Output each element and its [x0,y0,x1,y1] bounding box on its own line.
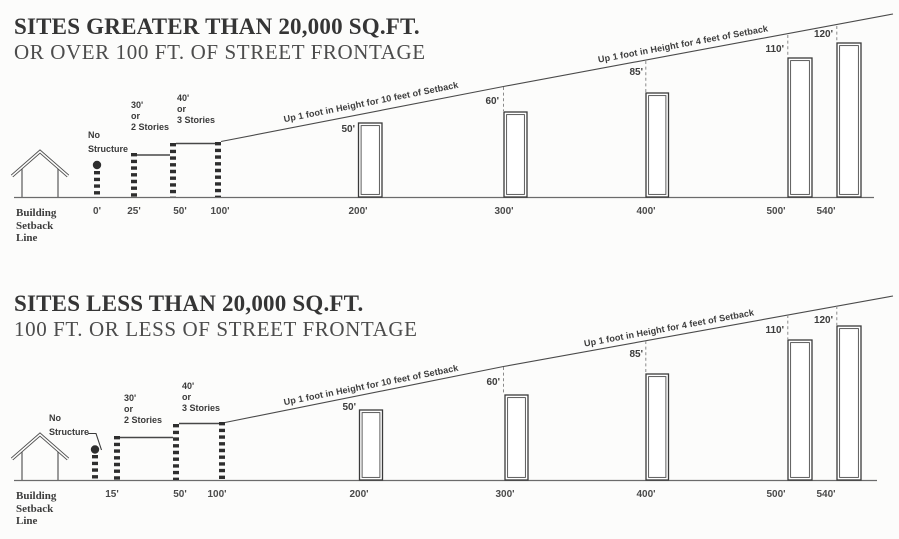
diagram-title: SITES LESS THAN 20,000 SQ.FT. [14,291,364,316]
no-structure-line1: No [49,413,61,423]
building-setback-line-label: Building Setback Line [16,207,57,244]
diagram-bottom-shapes [10,295,894,482]
bar-height-label: 50' [342,402,356,413]
setback-tick: 15' [105,489,119,500]
height-limit-bar [645,92,670,198]
setback-tick: 50' [173,489,187,500]
no-structure-pointer-line [88,432,103,451]
setback-tick: 25' [127,206,141,217]
bar-height-label: 110' [765,325,784,336]
no-structure-line1: No [88,130,100,140]
setback-tick: 400' [636,206,656,217]
bar-height-label: 120' [813,29,833,40]
setback-tick: 500' [766,206,786,217]
no-structure-line2: Structure [49,427,90,437]
height-limit-bar [503,111,528,198]
bar-height-label: 110' [765,44,784,55]
height-limit-bar [836,42,862,198]
setback-tick: 200' [348,206,368,217]
setback-tick: 540' [816,206,836,217]
no-structure-dot [90,445,100,454]
height-limit-bar [504,394,529,481]
house-icon [10,432,70,480]
height-limit-bar [836,325,862,481]
story-height-label-2story: 30' or 2 Stories [131,100,170,132]
house-icon [10,149,70,197]
height-limit-bar [787,339,813,481]
building-setback-line-label: Building Setback Line [16,490,57,527]
setback-tick: 400' [636,489,656,500]
setback-tick: 540' [816,489,836,500]
diagram-title: SITES GREATER THAN 20,000 SQ.FT. [14,14,420,39]
bar-height-label: 60' [486,377,500,388]
diagram-top-shapes [10,13,894,199]
height-envelope-line [224,295,894,424]
bar-height-label: 50' [341,124,355,135]
diagram-subtitle: OR OVER 100 FT. OF STREET FRONTAGE [14,40,426,64]
no-structure-label: No Structure [49,411,89,439]
story-height-label-3story: 40' or 3 Stories [177,93,216,125]
setback-tick: 0' [93,206,101,217]
height-limit-bar [787,57,813,198]
height-envelope-line [220,13,894,143]
height-limit-bar [358,409,384,481]
setback-tick: 300' [495,489,515,500]
setback-tick: 500' [766,489,786,500]
story-height-label-3story: 40' or 3 Stories [182,381,221,413]
diagram-subtitle: 100 FT. OR LESS OF STREET FRONTAGE [14,317,418,341]
setback-tick: 100' [207,489,227,500]
setback-tick: 50' [173,206,187,217]
no-structure-line2: Structure [88,144,129,154]
bar-height-label: 120' [813,315,833,326]
height-limit-bar [357,122,383,198]
setback-tick: 300' [494,206,514,217]
bar-height-label: 60' [485,96,499,107]
story-height-label-2story: 30' or 2 Stories [124,393,163,425]
bar-height-label: 85' [629,67,643,78]
setback-tick: 200' [349,489,369,500]
height-limit-bar [645,373,670,481]
no-structure-dot [92,160,102,170]
bar-height-label: 85' [629,349,643,360]
no-structure-label: No Structure [88,128,128,156]
setback-tick: 100' [210,206,230,217]
